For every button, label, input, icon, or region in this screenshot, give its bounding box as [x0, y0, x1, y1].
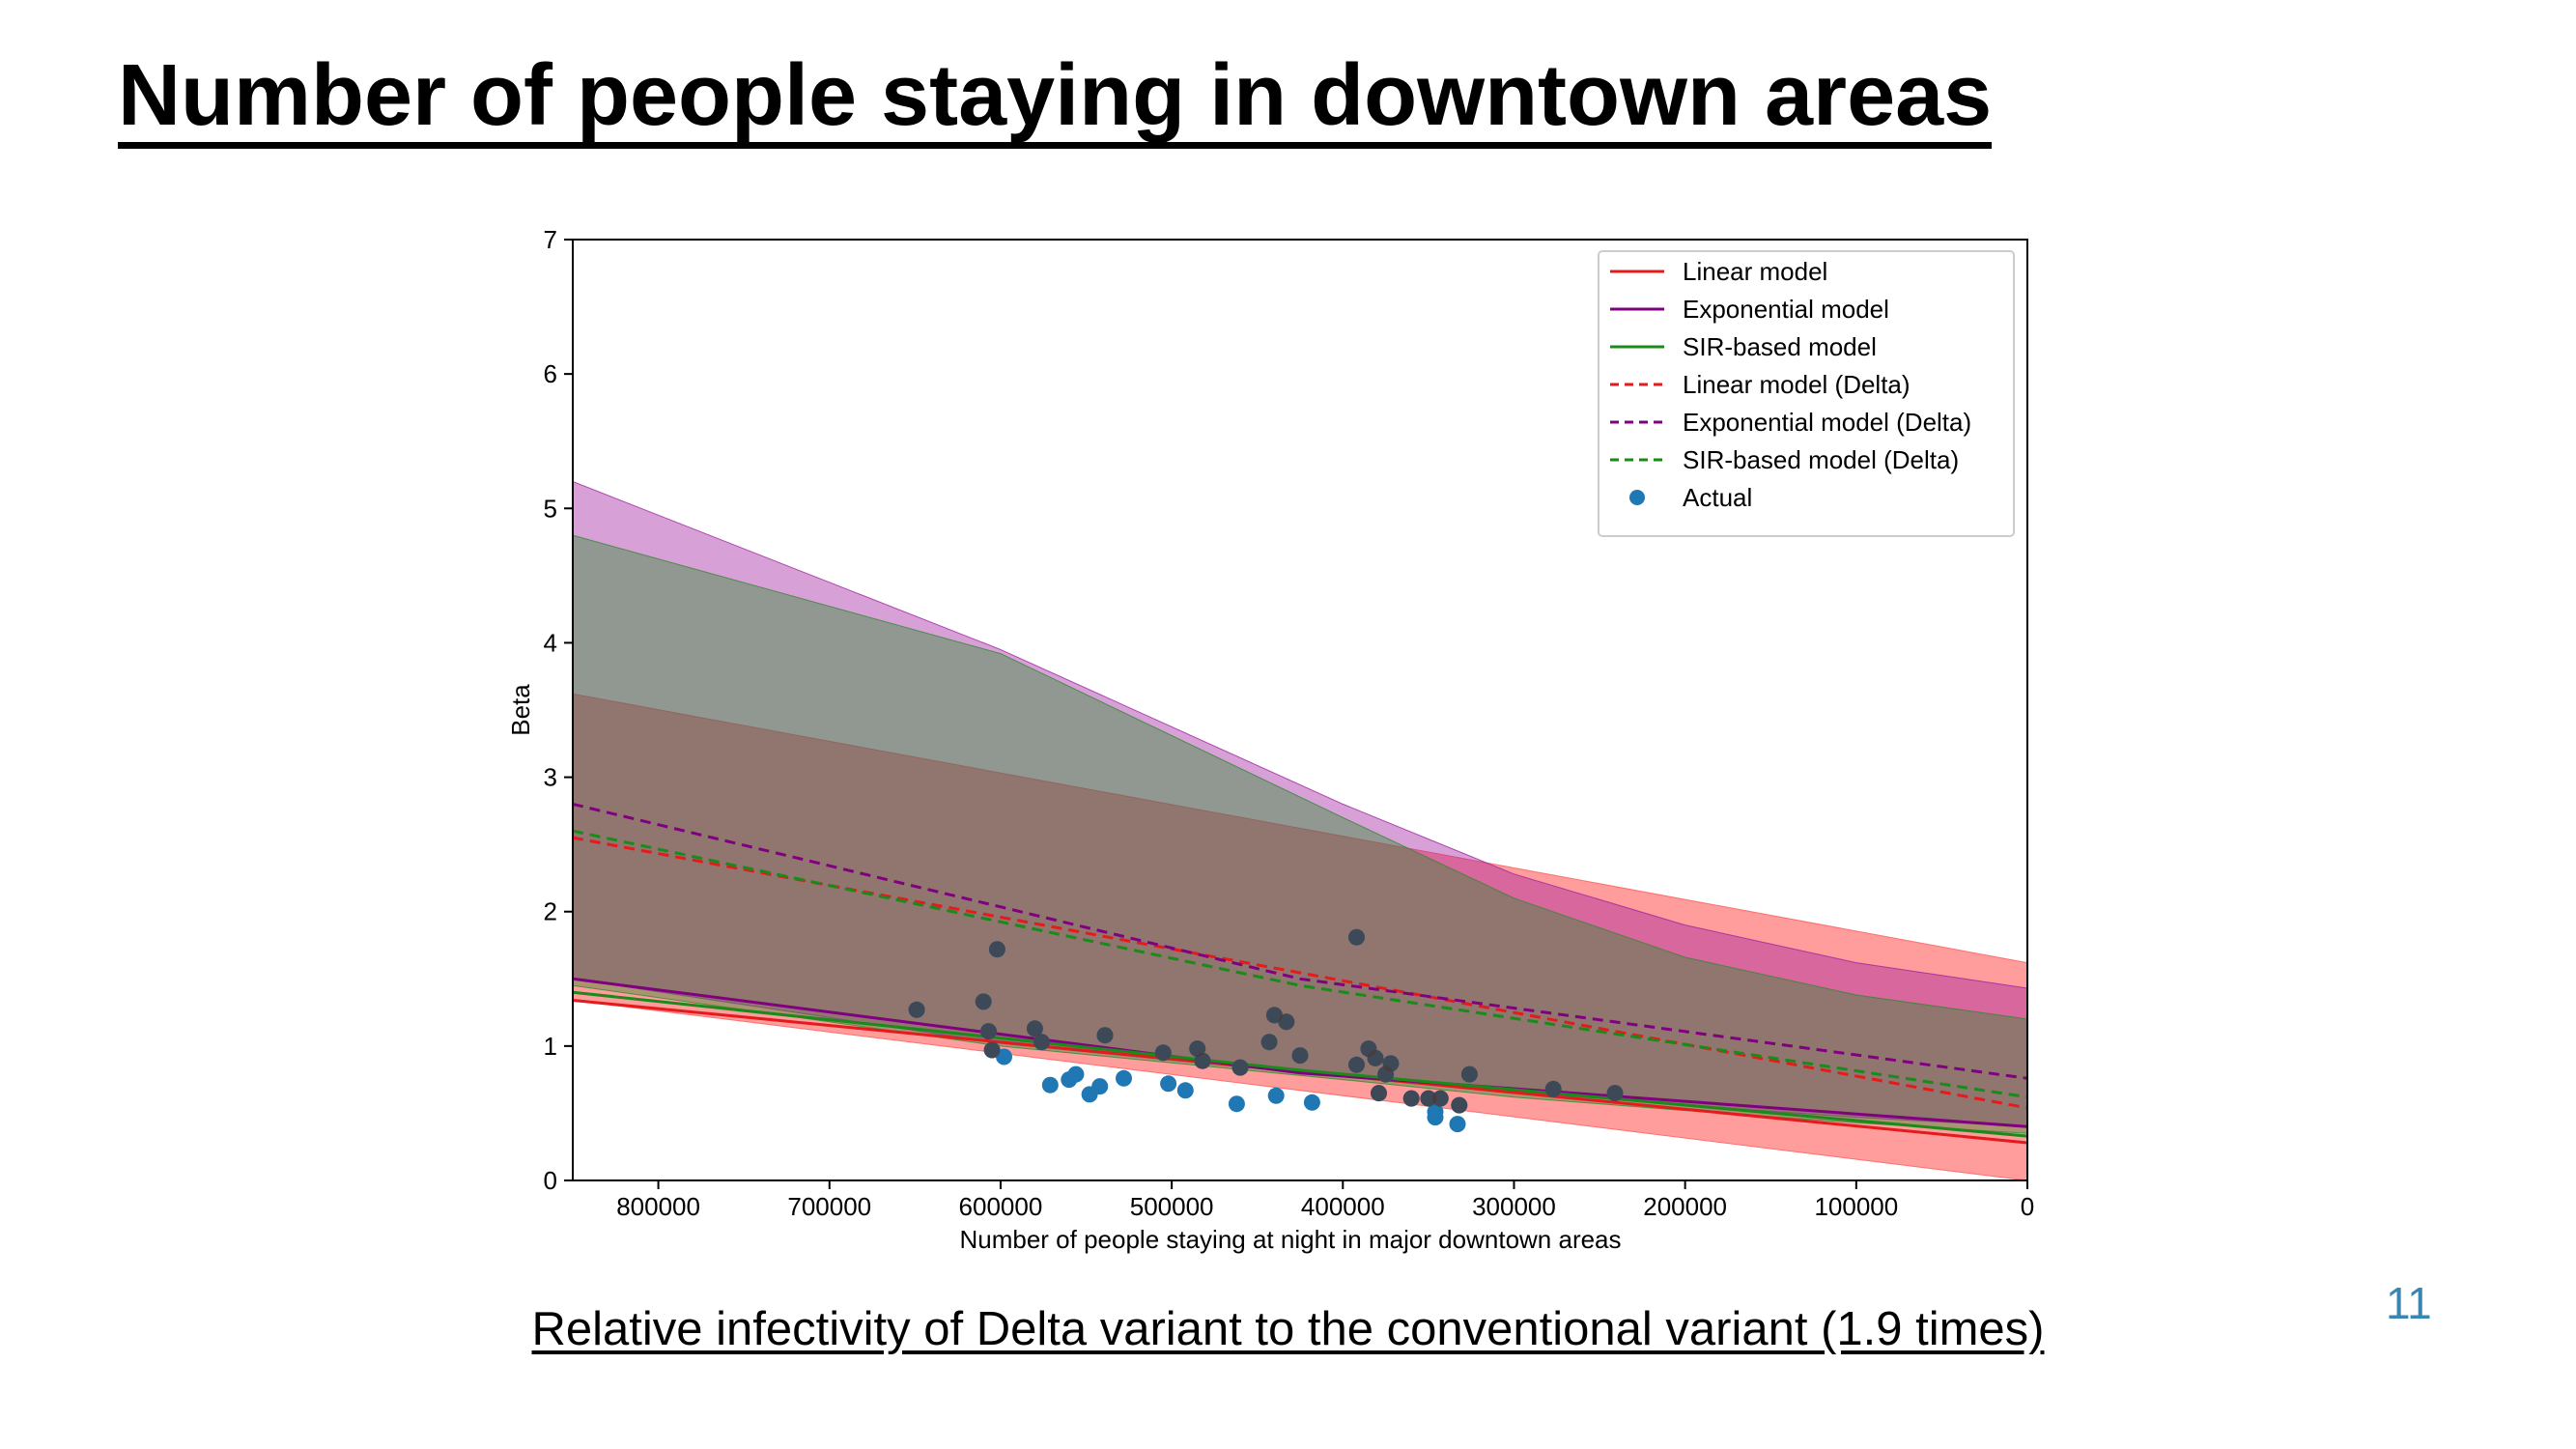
x-tick-label: 0	[2021, 1192, 2034, 1221]
model-lines	[573, 802, 2027, 1145]
y-tick-label: 2	[544, 897, 557, 926]
actual-point-shade	[975, 993, 992, 1010]
x-tick-label: 400000	[1301, 1192, 1385, 1221]
legend-swatch	[1629, 490, 1645, 505]
actual-point-shade	[1382, 1055, 1400, 1072]
y-axis: 0 1 2 3 4 5 6 7	[544, 225, 573, 1195]
actual-point-shade	[988, 941, 1005, 958]
x-tick-label: 100000	[1814, 1192, 1898, 1221]
actual-point-shade	[1096, 1027, 1114, 1044]
page-number: 11	[2386, 1278, 2432, 1328]
x-tick-label: 600000	[959, 1192, 1043, 1221]
actual-point-shade	[980, 1023, 997, 1040]
actual-point-shade	[1451, 1096, 1468, 1114]
slide-title: Number of people staying in downtown are…	[118, 50, 1993, 149]
y-tick-label: 7	[544, 225, 557, 254]
actual-point-shade	[1231, 1059, 1249, 1076]
actual-point	[1228, 1095, 1245, 1113]
actual-point-shade	[1402, 1090, 1420, 1107]
x-tick-label: 700000	[787, 1192, 871, 1221]
x-tick-label: 200000	[1643, 1192, 1727, 1221]
y-tick-label: 4	[544, 628, 557, 657]
actual-point	[1067, 1065, 1085, 1083]
legend-label: SIR-based model	[1683, 332, 1877, 361]
actual-point-shade	[1026, 1020, 1043, 1037]
actual-point	[1091, 1078, 1109, 1095]
legend-box	[1598, 250, 2015, 537]
y-tick-label: 1	[544, 1032, 557, 1061]
x-axis-label: Number of people staying at night in maj…	[959, 1225, 1621, 1254]
series-line-1	[573, 977, 2027, 1128]
y-tick-label: 0	[544, 1166, 557, 1195]
actual-point-shade	[1367, 1049, 1384, 1066]
band-2	[573, 534, 2027, 1134]
actual-point	[1303, 1094, 1320, 1111]
actual-point-shade	[1348, 928, 1365, 946]
actual-point-shade	[1420, 1090, 1437, 1107]
legend: Linear model Exponential model SIR-based m…	[1598, 250, 2015, 537]
y-tick-label: 3	[544, 763, 557, 792]
legend-label: SIR-based model (Delta)	[1683, 445, 1959, 474]
actual-point	[1116, 1069, 1132, 1087]
plot-frame	[572, 239, 2028, 1181]
actual-point-shade	[908, 1001, 925, 1018]
caption: Relative infectivity of Delta variant to…	[0, 1302, 2576, 1356]
band-0	[573, 693, 2027, 1180]
legend-label: Exponential model (Delta)	[1683, 408, 1971, 437]
actual-point-shade	[983, 1041, 1001, 1059]
x-axis: 800000 700000 600000 500000 400000 300000 2000…	[616, 1180, 2034, 1221]
actual-point-shade	[1544, 1080, 1562, 1097]
legend-label: Actual	[1683, 483, 1752, 512]
actual-point-shade	[1291, 1047, 1309, 1065]
actual-point-shade	[1460, 1065, 1478, 1083]
y-tick-label: 5	[544, 494, 557, 523]
actual-point	[1267, 1087, 1285, 1104]
actual-points	[908, 928, 1624, 1133]
legend-label: Exponential model	[1683, 295, 1889, 324]
actual-point-shade	[1033, 1034, 1050, 1051]
series-line-4	[573, 802, 2027, 1080]
actual-point	[1160, 1075, 1177, 1093]
actual-point-shade	[1371, 1085, 1387, 1102]
actual-point-shade	[1265, 1007, 1283, 1024]
actual-point-shade	[1194, 1052, 1211, 1069]
actual-point-shade	[1348, 1056, 1365, 1073]
actual-point	[1427, 1103, 1444, 1121]
x-tick-label: 800000	[616, 1192, 700, 1221]
actual-point-shade	[1260, 1034, 1278, 1051]
y-tick-label: 6	[544, 359, 557, 388]
x-tick-label: 300000	[1472, 1192, 1556, 1221]
series-line-5	[573, 829, 2027, 1099]
caption-text: Relative infectivity of Delta variant to…	[531, 1303, 2045, 1355]
actual-point-shade	[1154, 1044, 1172, 1062]
actual-point	[1041, 1076, 1059, 1094]
x-tick-label: 500000	[1130, 1192, 1214, 1221]
actual-point-shade	[1606, 1085, 1624, 1102]
actual-point	[1449, 1116, 1466, 1133]
actual-point	[1176, 1082, 1194, 1099]
actual-point	[996, 1048, 1012, 1065]
actual-point-shade	[1278, 1013, 1295, 1031]
confidence-bands	[573, 480, 2027, 1180]
series-line-2	[573, 990, 2027, 1138]
legend-label: Linear model (Delta)	[1683, 370, 1911, 399]
legend-label: Linear model	[1683, 257, 1827, 286]
y-axis-label: Beta	[506, 684, 535, 736]
actual-point-shade	[1431, 1090, 1449, 1107]
